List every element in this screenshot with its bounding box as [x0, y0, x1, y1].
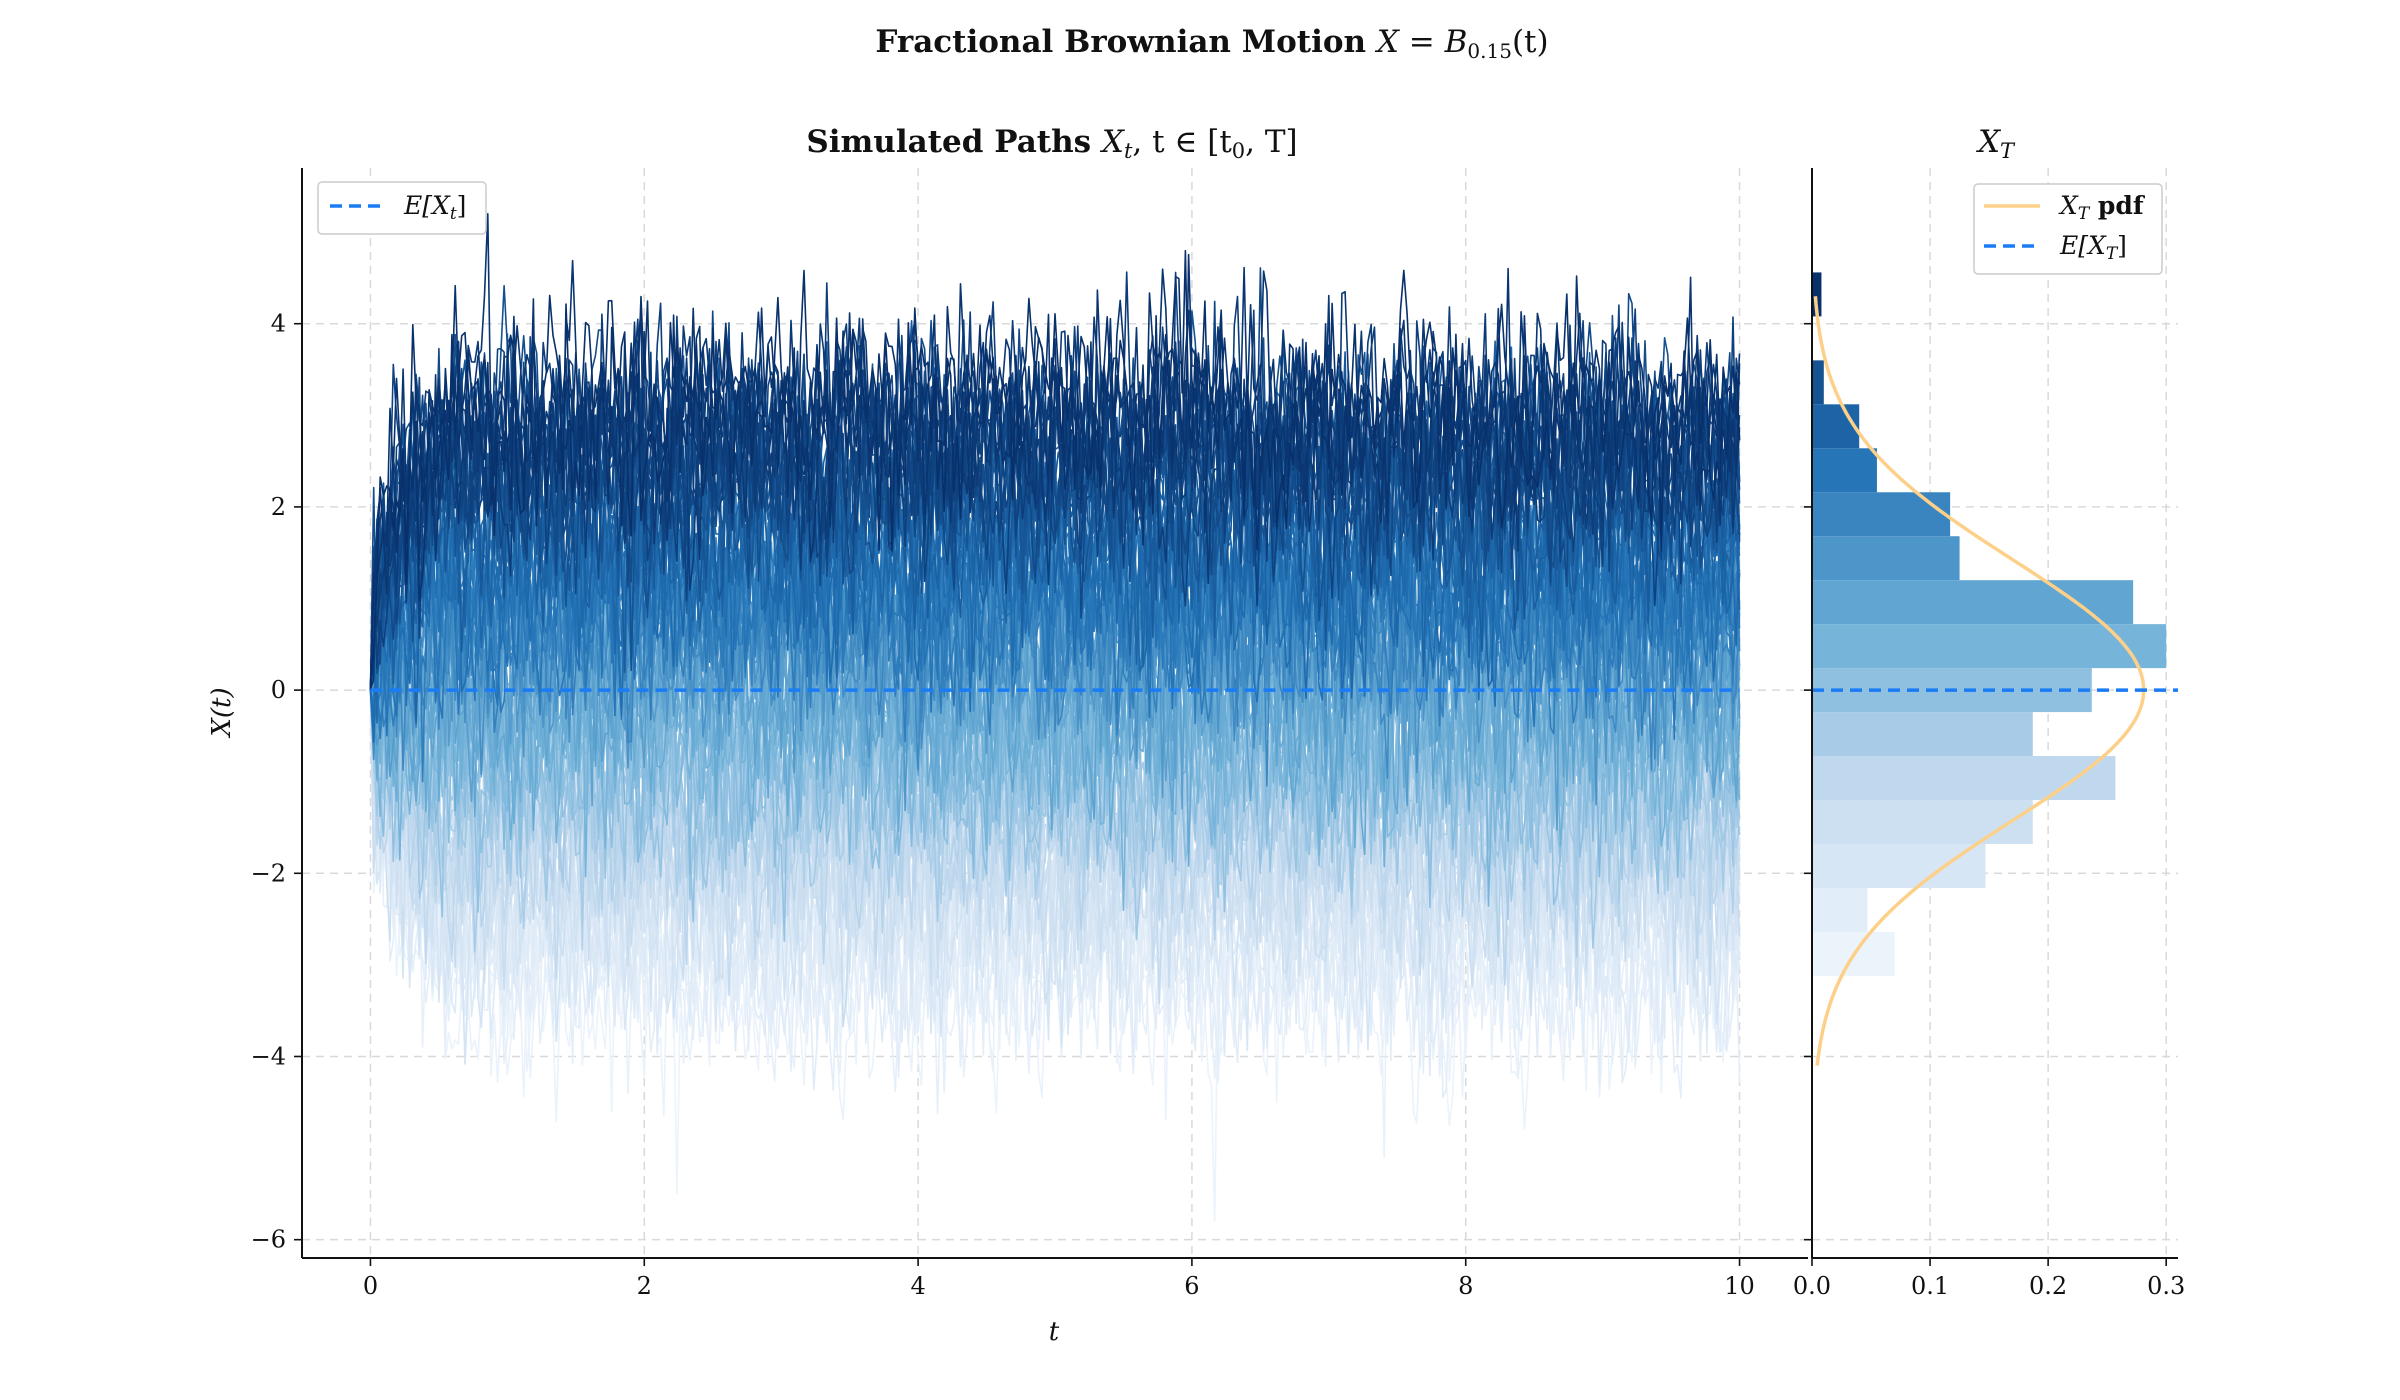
hist-bar — [1812, 448, 1877, 493]
hist-bar — [1812, 492, 1951, 537]
paths-x-tick-label: 2 — [637, 1272, 652, 1300]
hist-legend-mean-sub: T — [2106, 244, 2119, 264]
paths-legend-box — [317, 181, 487, 235]
hist-bar — [1812, 536, 1960, 581]
hist-legend-pdf-label: XT pdf — [2058, 191, 2146, 224]
hist-bar — [1812, 580, 2134, 625]
paths-y-tick-label: −6 — [251, 1226, 286, 1254]
simulated-path — [369, 292, 1741, 691]
hist-bar — [1812, 272, 1822, 317]
hist-bar — [1812, 887, 1868, 932]
hist-y-ticks — [1804, 322, 1812, 1241]
hist-x-ticks: 0.0 0.1 0.2 0.3 — [1793, 1258, 2185, 1300]
paths-y-axis-label: X(t) — [207, 687, 237, 738]
paths-y-tick-label: 4 — [271, 310, 286, 338]
simulated-path — [369, 249, 1741, 691]
hist-bar — [1812, 360, 1824, 405]
paths-y-tick-label: −2 — [251, 859, 286, 887]
hist-legend-pdf-end: pdf — [2089, 191, 2146, 220]
paths-title-end: , T] — [1245, 124, 1297, 160]
paths-spines — [301, 168, 1808, 1259]
paths-x-ticks: 0 2 4 6 8 10 — [363, 1258, 1755, 1300]
hist-bar — [1812, 800, 2033, 844]
hist-title-math: X — [1976, 124, 2002, 160]
hist-bar — [1812, 712, 2033, 757]
paths-legend-mean-sub: t — [450, 204, 457, 224]
hist-bar — [1812, 404, 1860, 449]
paths-legend-mean-math: E[X — [403, 191, 451, 220]
hist-legend-mean-end: ] — [2117, 231, 2127, 260]
paths-legend-mean-end: ] — [457, 191, 467, 220]
suptitle-sub: 0.15 — [1467, 39, 1512, 63]
paths-x-tick-label: 6 — [1184, 1272, 1199, 1300]
hist-axes-title: XT — [1976, 124, 2016, 163]
simulated-path — [369, 433, 1741, 783]
hist-x-tick-label: 0.1 — [1911, 1272, 1949, 1300]
terminal-dist-axes: XT 0.0 0.1 0.2 0.3 XT pdf E[XT] — [1793, 124, 2185, 1300]
paths-y-ticks: −6 −4 −2 0 2 4 — [251, 310, 302, 1254]
paths-x-axis-label: t — [1049, 1317, 1060, 1347]
hist-bars — [1812, 272, 2167, 976]
hist-legend-pdf-math: X — [2058, 191, 2079, 220]
suptitle-tail: (t) — [1512, 24, 1549, 60]
paths-x-tick-label: 0 — [363, 1272, 378, 1300]
paths-x-tick-label: 8 — [1458, 1272, 1473, 1300]
paths-y-tick-label: −4 — [251, 1042, 286, 1070]
hist-x-tick-label: 0.0 — [1793, 1272, 1831, 1300]
hist-spines — [1811, 168, 2178, 1259]
paths-series-group — [369, 213, 1741, 1223]
hist-pdf-line — [1813, 296, 2146, 1066]
paths-title-sub2: 0 — [1232, 139, 1245, 163]
paths-title-main: Simulated Paths — [806, 124, 1102, 160]
paths-axes: Simulated Paths Xt, t ∈ [t0, T] 0 2 4 6 8 10 … — [207, 124, 1808, 1347]
suptitle-main: Fractional Brownian Motion — [875, 24, 1376, 60]
simulated-path — [369, 253, 1741, 691]
figure-suptitle: Fractional Brownian Motion X = B0.15(t) — [875, 24, 1548, 63]
simulated-path — [369, 310, 1740, 691]
paths-y-tick-label: 2 — [271, 493, 286, 521]
hist-title-sub: T — [2000, 139, 2016, 163]
hist-bar — [1812, 624, 2167, 669]
paths-y-tick-label: 0 — [271, 676, 286, 704]
suptitle-math: X = B — [1375, 24, 1468, 60]
paths-x-tick-label: 10 — [1724, 1272, 1755, 1300]
paths-legend: E[Xt] — [317, 181, 487, 235]
hist-legend: XT pdf E[XT] — [1973, 183, 2163, 275]
hist-legend-mean-math: E[X — [2059, 231, 2107, 260]
hist-legend-pdf-sub: T — [2078, 204, 2091, 224]
hist-bar — [1812, 843, 1986, 888]
paths-title-math: X — [1100, 124, 1126, 160]
paths-title-sub: t — [1124, 139, 1133, 163]
hist-bar — [1812, 756, 2116, 801]
paths-legend-mean-label: E[Xt] — [403, 191, 466, 224]
hist-x-tick-label: 0.2 — [2029, 1272, 2067, 1300]
paths-axes-title: Simulated Paths Xt, t ∈ [t0, T] — [806, 124, 1297, 163]
hist-legend-mean-label: E[XT] — [2059, 231, 2127, 264]
hist-x-tick-label: 0.3 — [2147, 1272, 2185, 1300]
paths-x-tick-label: 4 — [910, 1272, 925, 1300]
paths-title-tail: , t ∈ [t — [1132, 124, 1232, 160]
